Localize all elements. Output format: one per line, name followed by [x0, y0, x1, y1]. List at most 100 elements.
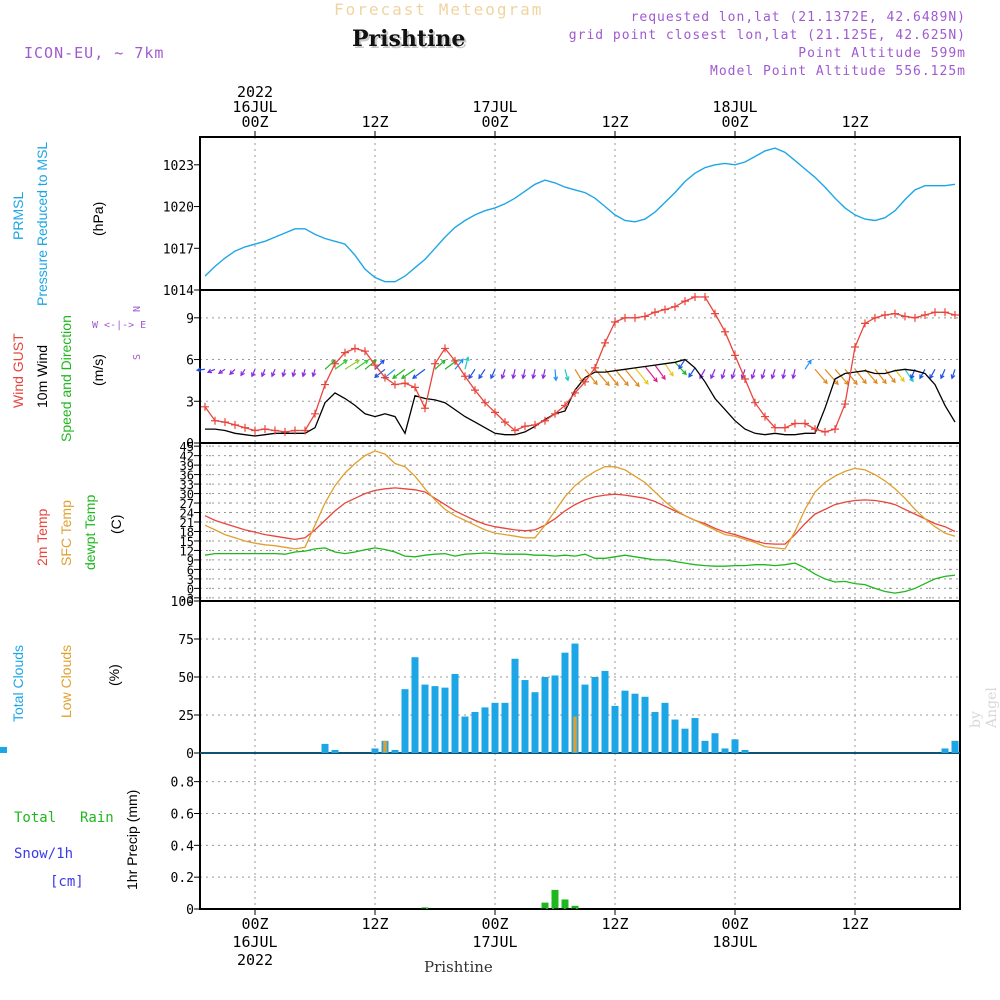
grid-dot [409, 549, 411, 552]
grid-dot [309, 578, 311, 580]
grid-dot [489, 559, 491, 561]
grid-dot [609, 445, 611, 447]
grid-dot [689, 568, 691, 571]
wind-arrow [251, 369, 256, 377]
grid-dot [629, 492, 631, 495]
grid-dot [429, 445, 431, 447]
wind-arrow [574, 368, 584, 383]
wind-arrow-head [750, 374, 756, 380]
y-tick-label: 0.2 [171, 871, 194, 886]
grid-dot [889, 587, 891, 590]
temp-dewpt-line [204, 547, 956, 594]
grid-dot [649, 445, 651, 447]
grid-dot [329, 502, 331, 504]
wind-arrow [554, 369, 557, 381]
wind-arrow [761, 369, 766, 379]
grid-dot [789, 587, 791, 590]
grid-dot [349, 530, 351, 533]
grid-dot [269, 502, 271, 504]
precip-snow-label: Snow/1h [14, 846, 74, 862]
wind-arrow [354, 359, 369, 370]
wind-arrow-head [400, 374, 407, 379]
x-tick-label-top: 12Z [601, 113, 628, 131]
x-tick-label-top: 16JUL [232, 98, 277, 116]
grid-dot [369, 587, 371, 590]
grid-dot [369, 549, 371, 552]
wind-arrow-head [271, 372, 276, 378]
grid-dot [389, 597, 391, 599]
grid-dot [429, 511, 431, 514]
grid-dot [669, 502, 671, 504]
grid-dot [569, 540, 571, 542]
grid-dot [349, 597, 351, 599]
grid-dot [489, 597, 491, 599]
x-tick-label-bottom: 12Z [841, 915, 868, 933]
grid-dot [349, 473, 351, 476]
grid-dot [429, 568, 431, 571]
cloud-total-bar [741, 749, 749, 753]
grid-dot [609, 492, 611, 495]
grid-dot [929, 464, 931, 466]
grid-dot [449, 597, 451, 599]
grid-dot [949, 549, 951, 552]
x-tick-label-top: 00Z [721, 113, 748, 131]
wind-arrow [501, 369, 506, 379]
grid-dot [329, 473, 331, 476]
grid-dot [349, 445, 351, 447]
gust-marker [721, 327, 729, 336]
grid-dot [909, 549, 911, 552]
grid-dot [269, 445, 271, 447]
grid-dot [229, 587, 231, 590]
grid-dot [249, 511, 251, 514]
grid-dot [289, 445, 291, 447]
grid-dot [709, 521, 711, 523]
cloud-total-bar [641, 696, 649, 753]
grid-dot [509, 568, 511, 571]
y-tick-label: 30 [180, 488, 194, 502]
grid-dot [429, 473, 431, 476]
y-tick-label: 0 [186, 747, 194, 762]
grid-dot [769, 445, 771, 447]
grid-dot [349, 521, 351, 523]
grid-dot [549, 559, 551, 561]
grid-dot [389, 578, 391, 580]
precip-bar [551, 889, 559, 909]
grid-dot [929, 578, 931, 580]
grid-dot [549, 587, 551, 590]
grid-dot [809, 587, 811, 590]
grid-dot [709, 568, 711, 571]
grid-dot [809, 559, 811, 561]
wind-arrow-head [909, 377, 914, 383]
grid-dot [529, 559, 531, 561]
grid-dot [769, 454, 771, 457]
grid-dot [709, 492, 711, 495]
grid-dot [249, 568, 251, 571]
grid-dot [749, 473, 751, 476]
grid-dot [229, 454, 231, 457]
grid-dot [549, 445, 551, 447]
grid-dot [309, 530, 311, 533]
grid-dot [449, 464, 451, 466]
grid-dot [769, 559, 771, 561]
y-tick-label: 6 [187, 563, 194, 577]
wind-arrow-head [614, 381, 619, 387]
grid-dot [229, 578, 231, 580]
y-tick-label: 39 [180, 459, 194, 473]
wind-arrow [751, 369, 756, 379]
grid-dot [509, 483, 511, 485]
cloud-total-bar [321, 743, 329, 753]
gust-marker [891, 309, 899, 318]
grid-dot [449, 445, 451, 447]
grid-dot [669, 492, 671, 495]
grid-dot [709, 445, 711, 447]
grid-dot [829, 454, 831, 457]
y-tick-label: 42 [180, 450, 194, 464]
y-tick-label: 1023 [163, 159, 194, 174]
grid-dot [869, 559, 871, 561]
grid-dot [809, 511, 811, 514]
grid-dot [689, 559, 691, 561]
wind-arrow [894, 368, 905, 382]
grid-dot [369, 597, 371, 599]
wind-arrow [654, 364, 666, 380]
grid-dot [709, 483, 711, 485]
